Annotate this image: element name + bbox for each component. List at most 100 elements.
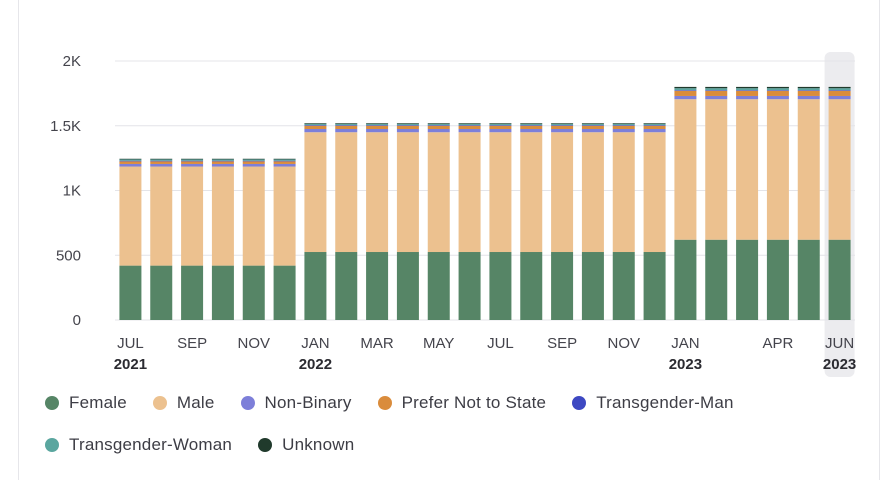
bar-segment-non-binary [242, 163, 265, 167]
y-tick-label: 2K [63, 53, 81, 70]
bar-segment-prefer-not-to-state [551, 125, 574, 129]
bar-segment-female [581, 252, 604, 320]
bar-segment-transgender-man [366, 125, 389, 126]
y-tick-label: 1K [63, 183, 81, 200]
legend-label: Transgender-Woman [69, 435, 233, 454]
bar-segment-non-binary [766, 95, 789, 100]
bar-segment-non-binary [520, 128, 543, 133]
bar-segment-female [489, 252, 512, 320]
bar-segment-non-binary [797, 95, 820, 100]
bar-segment-male [643, 132, 666, 253]
x-tick-label: JUL [117, 335, 144, 352]
bar-segment-transgender-woman [427, 123, 450, 126]
legend-item-male[interactable]: Male [152, 392, 215, 414]
bar-segment-transgender-man [181, 160, 204, 162]
bar-segment-transgender-man [211, 160, 234, 162]
legend-item-transgender-woman[interactable]: Transgender-Woman [45, 434, 232, 456]
bar-segment-male [396, 132, 419, 253]
bar-segment-transgender-man [396, 125, 419, 126]
legend-item-prefer-not-to-state[interactable]: Prefer Not to State [377, 392, 547, 414]
bar-segment-female [242, 265, 265, 320]
x-tick-label: JAN [671, 335, 699, 352]
bar-segment-transgender-woman [119, 159, 142, 161]
bar-segment-non-binary [551, 128, 574, 133]
bar-segment-male [489, 132, 512, 253]
bar-segment-non-binary [581, 128, 604, 133]
legend-item-unknown[interactable]: Unknown [258, 434, 354, 456]
bar-segment-non-binary [396, 128, 419, 133]
bar-segment-female [643, 252, 666, 320]
legend-dot-icon [45, 438, 59, 452]
bar-segment-prefer-not-to-state [643, 125, 666, 129]
bar-segment-transgender-man [458, 125, 481, 126]
bar-segment-female [211, 265, 234, 320]
bar-segment-prefer-not-to-state [335, 125, 358, 129]
x-tick-label: SEP [177, 335, 207, 352]
bar-segment-female [551, 252, 574, 320]
bar-segment-male [581, 132, 604, 253]
bar-segment-transgender-woman [150, 159, 173, 161]
bar-segment-unknown [396, 123, 419, 124]
bar-segment-transgender-woman [705, 88, 728, 91]
bar-segment-prefer-not-to-state [797, 90, 820, 96]
bar-segment-prefer-not-to-state [211, 161, 234, 164]
x-tick-year-label: 2023 [823, 356, 856, 373]
bar-segment-unknown [828, 86, 851, 89]
bar-segment-unknown [797, 86, 820, 89]
bar-segment-transgender-woman [396, 123, 419, 126]
bar-segment-non-binary [643, 128, 666, 133]
x-tick-label: APR [762, 335, 793, 352]
bar-segment-transgender-woman [828, 88, 851, 91]
bar-segment-male [705, 99, 728, 240]
bar-segment-male [211, 166, 234, 266]
bar-segment-male [551, 132, 574, 253]
bar-segment-female [674, 239, 697, 320]
legend-item-non-binary[interactable]: Non-Binary [240, 392, 352, 414]
bar-segment-prefer-not-to-state [396, 125, 419, 129]
x-tick-label: NOV [607, 335, 640, 352]
bar-segment-transgender-woman [643, 123, 666, 126]
x-tick-label: MAR [360, 335, 394, 352]
bar-segment-transgender-man [273, 160, 296, 162]
bar-segment-transgender-woman [211, 159, 234, 161]
bar-segment-transgender-woman [612, 123, 635, 126]
bar-segment-transgender-man [520, 125, 543, 126]
bar-segment-unknown [612, 123, 635, 124]
bar-segment-non-binary [335, 128, 358, 133]
legend-item-transgender-man[interactable]: Transgender-Man [572, 392, 734, 414]
bar-segment-prefer-not-to-state [150, 161, 173, 164]
bar-segment-transgender-man [674, 90, 697, 91]
bar-segment-transgender-woman [181, 159, 204, 161]
bar-segment-transgender-woman [581, 123, 604, 126]
bar-segment-prefer-not-to-state [612, 125, 635, 129]
bar-segment-transgender-woman [304, 123, 327, 126]
bar-segment-female [736, 239, 759, 320]
bar-segment-transgender-man [797, 90, 820, 91]
bar-segment-transgender-man [705, 90, 728, 91]
y-tick-label: 1.5K [50, 118, 81, 135]
x-tick-year-label: 2021 [114, 356, 147, 373]
bar-segment-non-binary [427, 128, 450, 133]
bar-segment-non-binary [674, 95, 697, 100]
legend-label: Transgender-Man [596, 393, 734, 412]
x-tick-year-label: 2022 [299, 356, 332, 373]
x-tick-label: NOV [237, 335, 270, 352]
bar-segment-male [366, 132, 389, 253]
bar-segment-non-binary [366, 128, 389, 133]
bar-segment-prefer-not-to-state [581, 125, 604, 129]
bar-segment-female [520, 252, 543, 320]
chart-legend: Female Male Non-Binary Prefer Not to State T… [45, 392, 865, 456]
bar-segment-female [396, 252, 419, 320]
bar-segment-transgender-man [242, 160, 265, 162]
bar-segment-unknown [119, 158, 142, 160]
bar-segment-female [705, 239, 728, 320]
bar-segment-male [612, 132, 635, 253]
bar-segment-female [181, 265, 204, 320]
bar-segment-female [119, 265, 142, 320]
bar-segment-non-binary [705, 95, 728, 100]
bar-segment-unknown [705, 86, 728, 89]
bar-segment-transgender-woman [242, 159, 265, 161]
bar-segment-unknown [458, 123, 481, 124]
legend-item-female[interactable]: Female [45, 392, 127, 414]
bar-segment-prefer-not-to-state [674, 90, 697, 96]
